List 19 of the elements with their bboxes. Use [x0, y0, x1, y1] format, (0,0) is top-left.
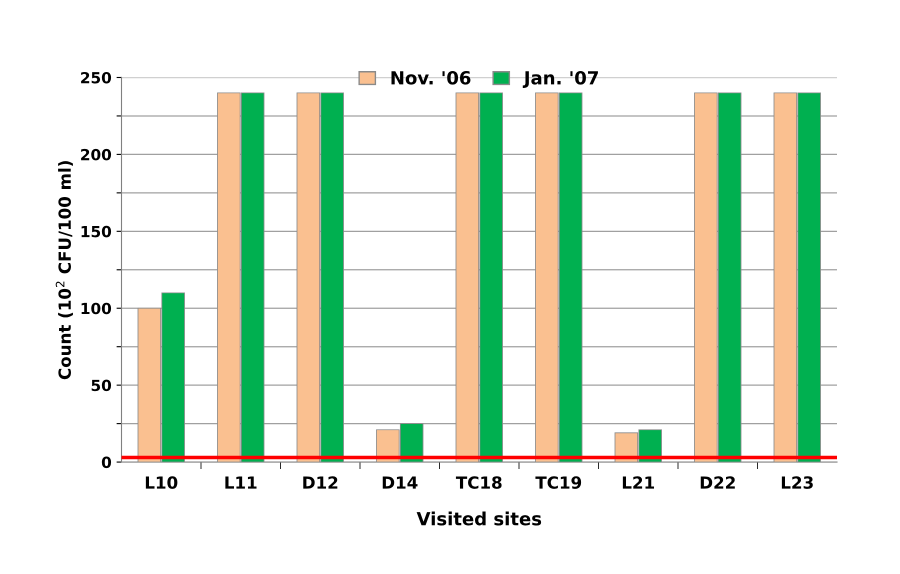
x-tick-label: D12 — [303, 476, 338, 489]
y-tick-label: 0 — [102, 456, 112, 468]
y-axis-title: Count (10$^{2}$ CFU/100 ml) — [56, 161, 73, 380]
x-tick-label: L10 — [146, 476, 178, 489]
x-tick-label: L21 — [622, 476, 654, 489]
x-tick-label: D22 — [700, 476, 735, 489]
legend-label: Jan. '07 — [522, 70, 598, 88]
x-tick-label: TC18 — [456, 476, 502, 489]
y-tick-label: 100 — [82, 302, 112, 314]
x-tick-label: L11 — [225, 476, 257, 489]
y-tick-label: 200 — [81, 148, 112, 160]
y-tick-label: 250 — [81, 72, 112, 84]
x-axis-title: Visited sites — [416, 512, 542, 526]
x-tick-label: TC19 — [535, 476, 582, 489]
legend-label: Nov. '06 — [391, 70, 470, 85]
y-tick-label: 150 — [82, 226, 112, 238]
x-tick-label: L23 — [782, 476, 813, 489]
x-tick-label: D14 — [382, 476, 418, 489]
y-tick-label: 50 — [92, 380, 112, 392]
